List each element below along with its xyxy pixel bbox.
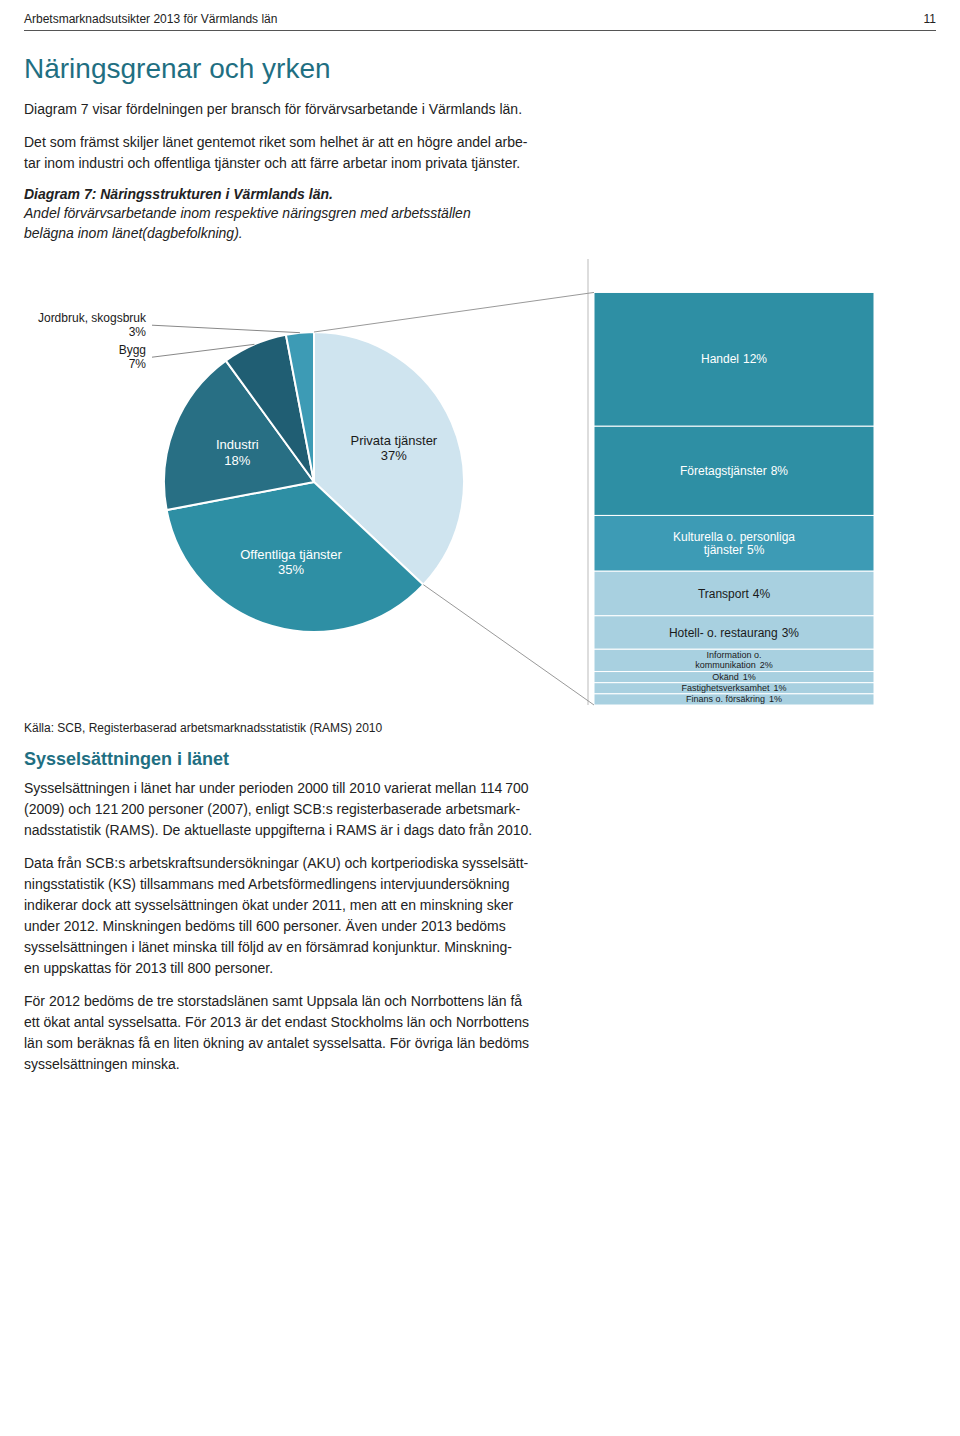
data-label: Handel 12% <box>701 353 767 367</box>
segment-name: tjänster <box>704 543 743 557</box>
segment-value: 12% <box>743 353 767 367</box>
page: Arbetsmarknadsutsikter 2013 för Värmland… <box>0 0 960 1075</box>
segment-name: Handel <box>701 353 739 367</box>
slice-value: 18% <box>224 453 250 468</box>
leader-line <box>152 325 300 332</box>
bar-segment <box>594 694 874 705</box>
slice-value: 35% <box>278 562 304 577</box>
segment-value: 8% <box>771 464 789 478</box>
segment-name: kommunikation <box>695 661 756 671</box>
paragraph: Det som främst skiljer länet gentemot ri… <box>24 132 936 174</box>
source: Källa: SCB, Registerbaserad arbetsmarkna… <box>24 721 936 735</box>
segment-name: Kulturella o. personliga <box>673 530 795 544</box>
header: Arbetsmarknadsutsikter 2013 för Värmland… <box>24 12 936 31</box>
slice-name: Offentliga tjänster <box>240 547 342 562</box>
chart-subtitle: Andel förvärvsarbetande inom respektive … <box>24 204 936 243</box>
slice-value: 37% <box>381 449 407 464</box>
segment-name: Okänd <box>712 672 739 682</box>
data-label: Transport4% <box>698 587 771 601</box>
segment-name: Fastighetsverksamhet <box>681 683 770 693</box>
paragraph: Diagram 7 visar fördelningen per bransch… <box>24 99 936 120</box>
axis-line <box>588 259 589 705</box>
data-label: Privata tjänster37% <box>350 433 437 464</box>
data-label: Företagstjänster 8% <box>680 464 788 478</box>
connector <box>314 293 594 333</box>
slice-name: Industri <box>216 437 259 452</box>
segment-value: 5% <box>747 543 765 557</box>
segment-value: 2% <box>760 661 773 671</box>
data-label: Hotell- o. restaurang 3% <box>669 626 799 640</box>
data-label: Okänd 1% <box>712 672 756 682</box>
pie-slice <box>286 332 314 482</box>
paragraph: Sysselsättningen i länet har under perio… <box>24 778 936 841</box>
bar-labels: Handel 12% Företagstjänster 8% Kulturella o.… <box>669 353 799 705</box>
slice-name: Privata tjänster <box>350 433 437 448</box>
data-label: Fastighetsverksamhet 1% <box>681 683 786 693</box>
bar-segment <box>594 649 874 671</box>
segment-name: Information o. <box>706 651 761 661</box>
slice-name: Jordbruk, skogsbruk <box>38 311 147 325</box>
pie <box>164 332 464 632</box>
section-title: Sysselsättningen i länet <box>24 749 936 770</box>
chart-title: Diagram 7: Näringsstrukturen i Värmlands… <box>24 186 936 202</box>
data-label: Offentliga tjänster35% <box>240 547 342 578</box>
segment-value: 1% <box>769 695 782 705</box>
slice-name: Bygg <box>119 343 146 357</box>
segment-value: 3% <box>782 626 800 640</box>
bar-segment <box>594 616 874 649</box>
bar-segment <box>594 516 874 572</box>
paragraph: För 2012 bedöms de tre storstadslänen sa… <box>24 991 936 1075</box>
bar-segment <box>594 571 874 616</box>
bar-plot <box>594 293 874 706</box>
page-number: 11 <box>924 12 936 26</box>
bar-segment <box>594 293 874 427</box>
data-label: Kulturella o. personligatjänster 5% <box>673 530 795 557</box>
leader-line <box>152 345 254 358</box>
section-title: Näringsgrenar och yrken <box>24 53 936 85</box>
connector <box>423 585 594 705</box>
segment-value: 1% <box>743 672 756 682</box>
pie-slice <box>167 482 424 632</box>
header-left: Arbetsmarknadsutsikter 2013 för Värmland… <box>24 12 277 26</box>
bar-segment <box>594 672 874 683</box>
bar-segment <box>594 426 874 515</box>
segment-name: Finans o. försäkring <box>686 695 765 705</box>
data-label: Information o.kommunikation 2% <box>695 651 773 671</box>
segment-name: Företagstjänster <box>680 464 767 478</box>
data-label: Bygg7% <box>119 343 147 371</box>
bar-segment <box>594 683 874 694</box>
chart: Privata tjänster37% Offentliga tjänster35… <box>24 247 936 717</box>
data-label: Finans o. försäkring 1% <box>686 695 782 705</box>
paragraph: Data från SCB:s arbetskraftsundersökning… <box>24 853 936 979</box>
data-label: Jordbruk, skogsbruk3% <box>38 311 147 339</box>
data-label: Industri18% <box>216 437 259 468</box>
slice-value: 7% <box>129 357 147 371</box>
slice-value: 3% <box>129 325 147 339</box>
segment-value: 4% <box>753 587 771 601</box>
segment-name: Transport <box>698 587 750 601</box>
segment-name: Hotell- o. restaurang <box>669 626 778 640</box>
segment-value: 1% <box>774 683 787 693</box>
